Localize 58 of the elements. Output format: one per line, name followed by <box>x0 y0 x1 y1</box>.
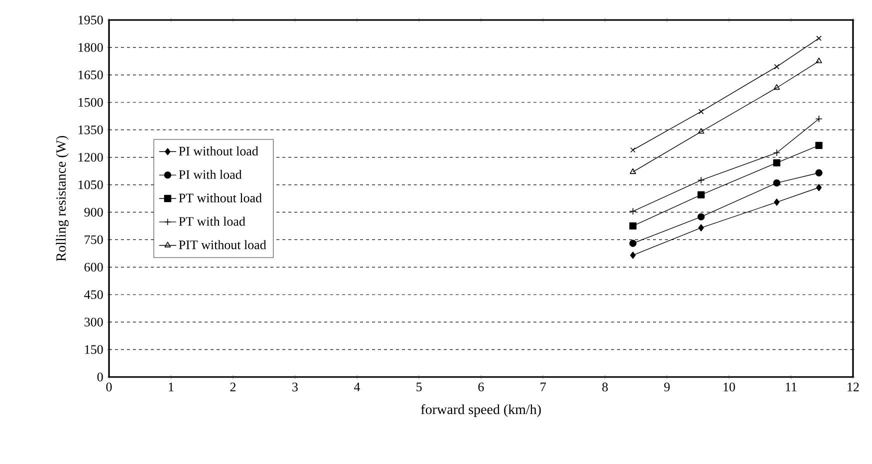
y-tick-label: 0 <box>97 372 103 382</box>
y-tick-label: 1050 <box>78 180 103 190</box>
y-tick-label: 1650 <box>78 70 103 80</box>
point <box>629 222 636 230</box>
point <box>816 36 822 41</box>
point <box>630 252 636 259</box>
y-tick-label: 600 <box>84 262 103 272</box>
point <box>629 208 636 215</box>
x-tick-label: 5 <box>416 382 422 392</box>
legend-label: PIT without load <box>178 240 266 250</box>
point <box>698 176 705 184</box>
y-tick-label: 450 <box>84 290 103 299</box>
point <box>629 240 636 247</box>
point <box>630 168 636 174</box>
legend-label: PI without load <box>178 146 258 156</box>
y-tick-label: 1200 <box>78 152 103 162</box>
point <box>630 147 636 153</box>
point <box>773 179 780 187</box>
x-tick-label: 2 <box>230 382 236 392</box>
point <box>816 58 822 64</box>
x-tick-label: 3 <box>292 382 298 392</box>
point <box>815 169 822 176</box>
x-tick-label: 9 <box>664 382 670 392</box>
legend-label: PI with load <box>178 170 242 179</box>
x-tick-label: 7 <box>540 382 546 392</box>
x-tick-label: 1 <box>168 382 174 392</box>
point <box>698 128 704 134</box>
point <box>815 115 822 122</box>
x-tick-label: 10 <box>724 382 735 392</box>
x-tick-label: 12 <box>848 382 859 392</box>
point <box>773 159 780 166</box>
point <box>698 191 705 198</box>
y-tick-label: 750 <box>84 235 103 244</box>
y-tick-label: 1800 <box>78 43 103 52</box>
x-tick-label: 0 <box>106 382 112 392</box>
y-tick-label: 150 <box>85 345 103 354</box>
point <box>774 84 780 90</box>
point <box>698 213 705 220</box>
point <box>698 224 704 232</box>
y-tick-label: 1500 <box>78 98 103 107</box>
point <box>774 64 780 70</box>
point <box>698 108 704 114</box>
x-tick-label: 11 <box>786 382 796 392</box>
x-tick-label: 6 <box>478 382 484 392</box>
x-tick-label: 8 <box>602 382 608 392</box>
legend-label: PT without load <box>178 193 262 202</box>
y-tick-label: 900 <box>84 208 103 217</box>
point <box>774 198 780 206</box>
point <box>815 142 822 149</box>
y-axis-title: Rolling resistance (W) <box>56 136 69 262</box>
x-tick-label: 4 <box>354 382 360 392</box>
point <box>816 184 822 192</box>
point <box>773 149 780 156</box>
y-tick-label: 300 <box>84 318 103 326</box>
y-tick-label: 1350 <box>78 125 103 134</box>
x-axis-title: forward speed (km/h) <box>421 404 541 417</box>
legend-label: PT with load <box>178 216 246 226</box>
y-tick-label: 1950 <box>78 16 103 24</box>
